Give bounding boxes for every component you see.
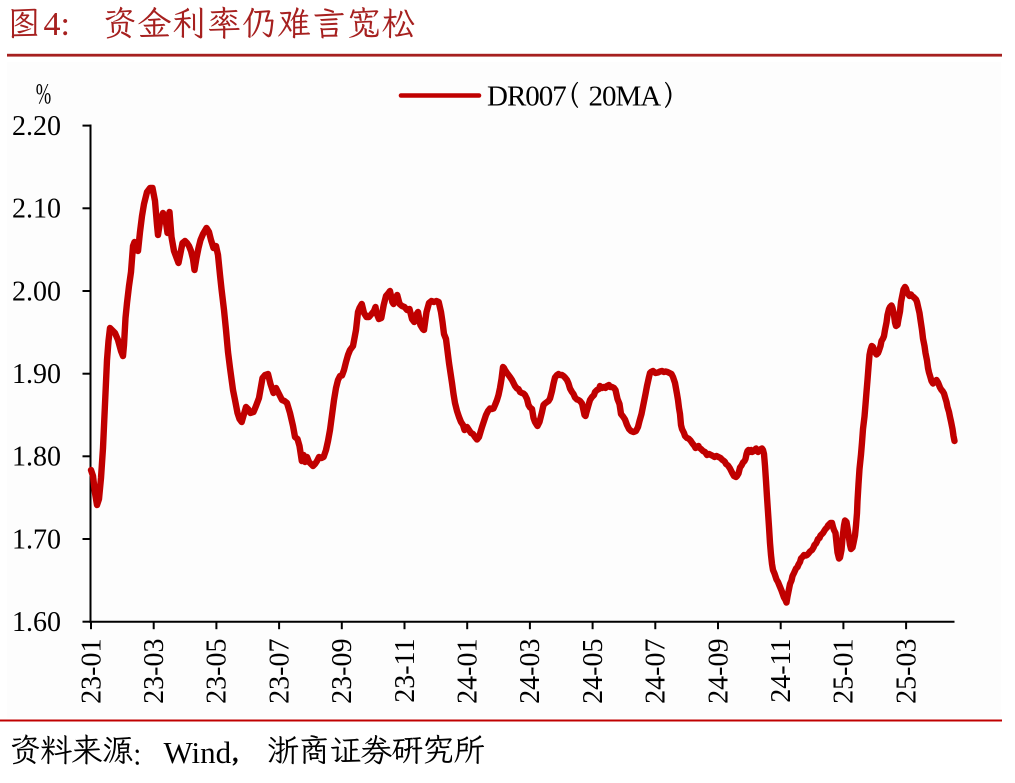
svg-text:2.20: 2.20	[12, 111, 61, 142]
svg-text:23-05: 23-05	[202, 639, 233, 704]
svg-text:24-01: 24-01	[453, 639, 484, 704]
svg-text:24-03: 24-03	[515, 639, 546, 704]
svg-text:1.80: 1.80	[12, 442, 61, 473]
svg-text:%: %	[36, 78, 51, 110]
svg-text:24-07: 24-07	[641, 639, 672, 704]
svg-text:25-01: 25-01	[829, 639, 860, 704]
svg-text:Wind: Wind	[164, 735, 232, 770]
svg-text:2.10: 2.10	[12, 194, 61, 225]
svg-text:2.00: 2.00	[12, 276, 61, 307]
svg-text:23-07: 23-07	[264, 639, 295, 704]
svg-text:1.70: 1.70	[12, 524, 61, 555]
svg-text:24-05: 24-05	[578, 639, 609, 704]
svg-text:1.90: 1.90	[12, 359, 61, 390]
svg-text:25-03: 25-03	[891, 639, 922, 704]
svg-text:24-11: 24-11	[766, 639, 797, 703]
svg-text:23-09: 23-09	[327, 639, 358, 704]
svg-text:23-11: 23-11	[390, 639, 421, 703]
svg-text:DR007: DR007	[487, 81, 566, 113]
svg-text:4:: 4:	[44, 6, 70, 43]
svg-text:1.60: 1.60	[12, 607, 61, 638]
svg-text:20MA: 20MA	[589, 81, 662, 113]
svg-text:23-01: 23-01	[76, 639, 107, 704]
svg-text:23-03: 23-03	[139, 639, 170, 704]
svg-text:24-09: 24-09	[703, 639, 734, 704]
